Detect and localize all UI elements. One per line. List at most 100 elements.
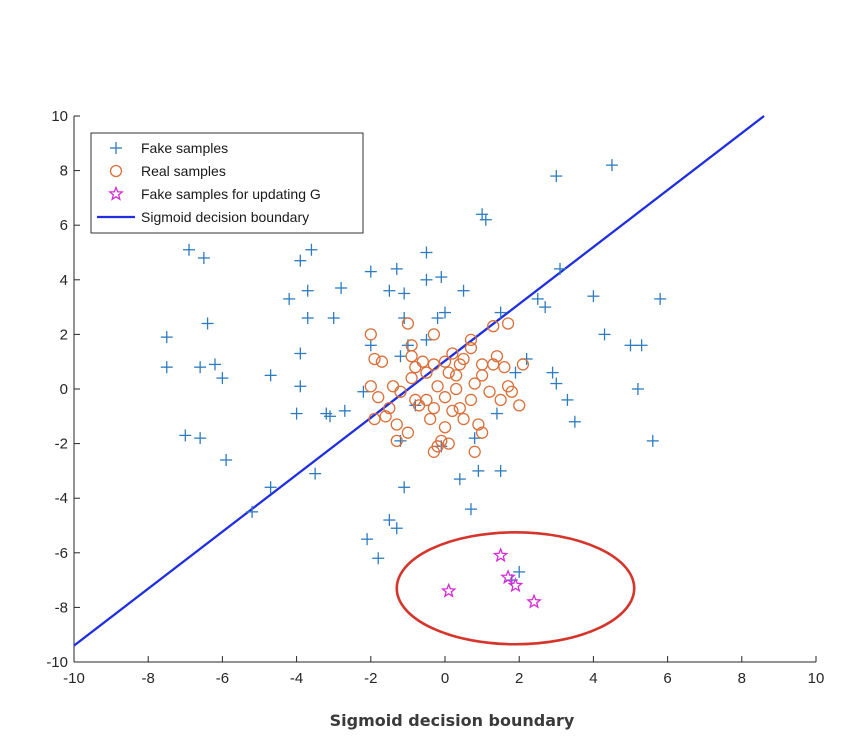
real-sample-point <box>427 401 441 415</box>
fake-sample-point <box>383 284 396 297</box>
fake-sample-point <box>383 514 396 527</box>
fake-sample-g-point <box>526 593 542 609</box>
real-sample-point <box>438 421 452 434</box>
fake-sample-point <box>587 290 600 303</box>
fake-sample-point <box>490 407 503 420</box>
real-sample-point <box>364 328 377 341</box>
real-sample-point <box>386 380 400 393</box>
y-tick-label: 4 <box>60 272 68 289</box>
x-tick-label: -6 <box>216 670 229 687</box>
real-sample-point <box>516 358 530 371</box>
real-sample-point <box>487 320 500 333</box>
fake-sample-point <box>305 243 318 256</box>
fake-sample-point <box>327 312 340 325</box>
real-sample-point <box>420 366 433 379</box>
legend-label: Fake samples <box>141 140 228 156</box>
y-tick-label: 2 <box>60 326 68 343</box>
fake-sample-point <box>646 434 659 447</box>
fake-sample-point <box>550 170 563 183</box>
real-sample-point <box>375 355 389 368</box>
real-sample-point <box>449 369 463 382</box>
real-sample-point <box>427 358 441 371</box>
fake-sample-point <box>323 410 336 423</box>
real-sample-point <box>501 317 515 330</box>
fake-sample-point <box>290 407 303 420</box>
real-sample-point <box>475 426 489 439</box>
fake-sample-point <box>464 503 477 516</box>
x-tick-label: 10 <box>808 670 825 687</box>
fake-sample-point <box>294 347 307 360</box>
y-tick-label: -4 <box>55 490 68 507</box>
real-sample-point <box>409 361 422 374</box>
plot-area: -10 -8 -6 -4 -2 0 2 4 6 8 10 -10 -8 -6 -4 -2 0 2 4 6 8 10 <box>46 108 824 687</box>
real-sample-point <box>364 380 377 393</box>
real-sample-point <box>464 341 478 355</box>
fake-sample-point <box>179 429 192 442</box>
fake-sample-point <box>605 159 618 172</box>
real-sample-point <box>483 385 496 398</box>
fake-sample-point <box>494 306 507 319</box>
real-sample-point <box>435 434 448 448</box>
fake-sample-point <box>364 265 377 278</box>
fake-sample-point <box>264 369 277 382</box>
real-sample-point <box>494 393 507 407</box>
fake-sample-point <box>398 481 411 494</box>
fake-sample-point <box>568 415 581 428</box>
real-sample-point <box>453 401 466 415</box>
fake-sample-point <box>201 317 214 330</box>
x-axis-label: Sigmoid decision boundary <box>330 711 575 730</box>
y-tick-label: 6 <box>60 217 68 234</box>
fake-sample-point <box>372 552 385 565</box>
fake-sample-point <box>294 254 307 267</box>
fake-sample-point <box>494 464 507 477</box>
fake-sample-point <box>561 393 574 406</box>
real-sample-point <box>457 352 470 366</box>
fake-sample-point <box>472 464 485 477</box>
fake-sample-point <box>390 522 403 535</box>
fake-sample-point <box>364 339 377 352</box>
highlight-ellipse <box>395 531 636 646</box>
real-sample-point <box>475 358 489 371</box>
x-tick-label: -10 <box>63 670 85 687</box>
real-sample-point <box>442 366 455 379</box>
fake-sample-g-point <box>500 569 516 585</box>
real-sample-point <box>475 369 489 382</box>
fake-sample-point <box>309 467 322 480</box>
legend-marker <box>108 185 124 201</box>
real-sample-point <box>513 399 526 412</box>
fake-sample-point <box>435 271 448 284</box>
fake-sample-point <box>531 292 544 305</box>
x-tick-label: -8 <box>142 670 155 687</box>
fake-sample-point <box>420 273 433 286</box>
real-sample-point <box>394 385 407 398</box>
fake-sample-point <box>654 292 667 305</box>
fake-sample-point <box>631 383 644 395</box>
real-sample-point <box>490 350 504 363</box>
real-sample-point <box>431 380 444 393</box>
real-sample-point <box>498 361 511 374</box>
fake-sample-point <box>394 350 407 363</box>
legend-marker <box>110 142 122 154</box>
real-sample-point <box>427 445 441 458</box>
legend-box <box>90 132 364 234</box>
legend-label: Real samples <box>141 163 226 179</box>
fake-sample-point <box>361 533 374 546</box>
real-sample-point <box>424 412 437 426</box>
fake-sample-point <box>160 361 173 374</box>
fake-sample-point <box>194 361 207 374</box>
legend-label: Fake samples for updating G <box>141 186 321 202</box>
fake-sample-point <box>513 565 526 578</box>
real-sample-point <box>368 352 381 366</box>
fake-sample-point <box>431 312 444 325</box>
real-sample-point <box>401 317 415 330</box>
fake-sample-point <box>220 453 233 466</box>
fake-sample-point <box>338 404 351 417</box>
fake-sample-point <box>183 243 196 256</box>
y-tick-label: 8 <box>60 163 68 180</box>
x-tick-label: 8 <box>738 670 746 687</box>
fake-sample-point <box>420 246 433 259</box>
fake-sample-point <box>283 292 296 305</box>
fake-sample-point <box>216 372 229 385</box>
fake-sample-point <box>301 312 314 325</box>
y-tick-label: 10 <box>51 108 68 125</box>
